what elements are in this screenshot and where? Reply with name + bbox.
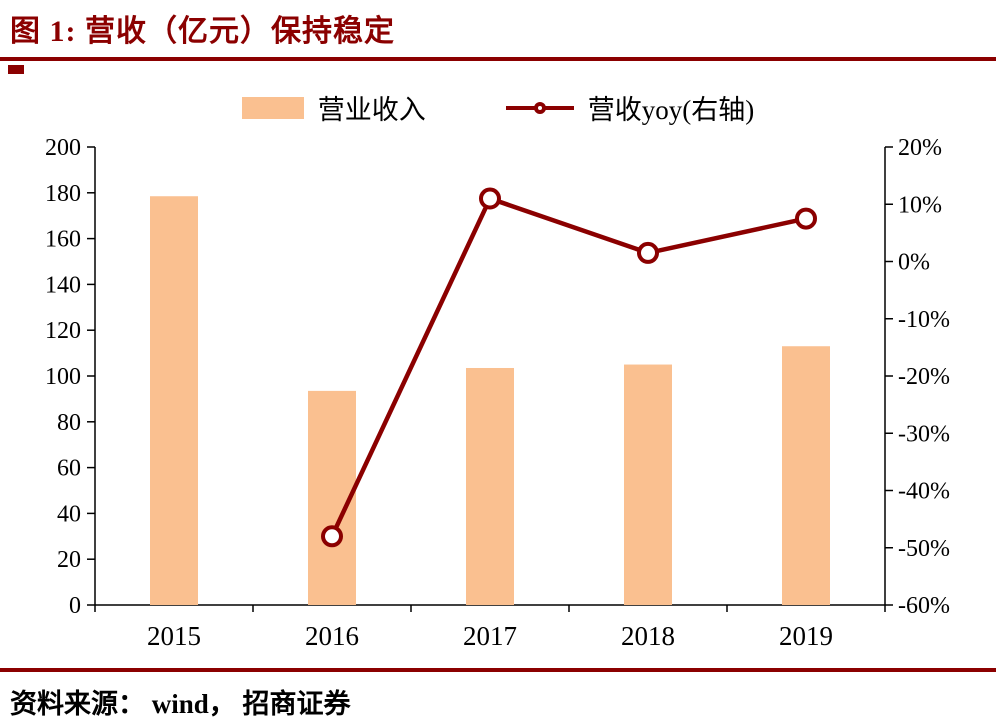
figure-title: 图 1: 营收（亿元）保持稳定 (10, 15, 395, 48)
right-axis-label: -20% (898, 364, 950, 390)
line-marker-dot-icon (533, 101, 546, 114)
x-axis-category-label: 2018 (621, 621, 675, 651)
right-axis-label: -60% (898, 593, 950, 619)
right-axis-label: 20% (898, 135, 942, 161)
yoy-marker (479, 187, 501, 210)
left-axis-label: 80 (57, 410, 81, 436)
source-note: 资料来源： wind， 招商证券 (10, 689, 351, 719)
chart-legend: 营业收入 营收yoy(右轴) (0, 88, 996, 127)
left-axis-label: 60 (57, 456, 81, 482)
right-axis-label: 0% (898, 250, 930, 276)
x-axis-category-label: 2016 (305, 621, 359, 651)
left-axis-label: 140 (45, 272, 81, 298)
legend-item-revenue: 营业收入 (241, 88, 426, 127)
x-axis-category-label: 2017 (463, 621, 517, 651)
yoy-line (329, 196, 807, 538)
bar-swatch-icon (241, 96, 304, 119)
title-rule-notch (8, 65, 24, 74)
title-rule (0, 57, 996, 61)
revenue-bar (466, 367, 514, 605)
left-axis-label: 40 (57, 501, 81, 527)
revenue-bar (624, 364, 672, 605)
right-axis-label: -50% (898, 536, 950, 562)
yoy-marker (795, 207, 817, 230)
x-axis-category-label: 2015 (147, 621, 201, 651)
right-axis-label: -40% (898, 479, 950, 505)
left-axis-label: 0 (69, 593, 81, 619)
line-swatch-icon (505, 101, 574, 114)
revenue-bar (150, 196, 198, 606)
right-axis-label: -30% (898, 421, 950, 447)
legend-label-yoy: 营收yoy(右轴) (587, 95, 755, 125)
left-axis-label: 120 (45, 318, 81, 344)
left-axis-label: 180 (45, 181, 81, 207)
left-axis-label: 100 (45, 364, 81, 390)
left-axis-label: 160 (45, 227, 81, 253)
right-axis-label: 10% (898, 192, 942, 218)
revenue-yoy-chart: 20018016014012010080604020020%10%0%-10%-… (45, 135, 950, 651)
right-axis-label: -10% (898, 307, 950, 333)
revenue-bar (782, 346, 830, 605)
left-axis-label: 20 (57, 547, 81, 573)
x-axis-category-label: 2019 (779, 621, 833, 651)
legend-item-yoy: 营收yoy(右轴) (505, 88, 755, 127)
legend-label-revenue: 营业收入 (317, 95, 426, 125)
yoy-marker (321, 525, 343, 548)
yoy-marker (637, 241, 659, 264)
left-axis-label: 200 (45, 135, 81, 161)
footer-rule (0, 668, 996, 672)
